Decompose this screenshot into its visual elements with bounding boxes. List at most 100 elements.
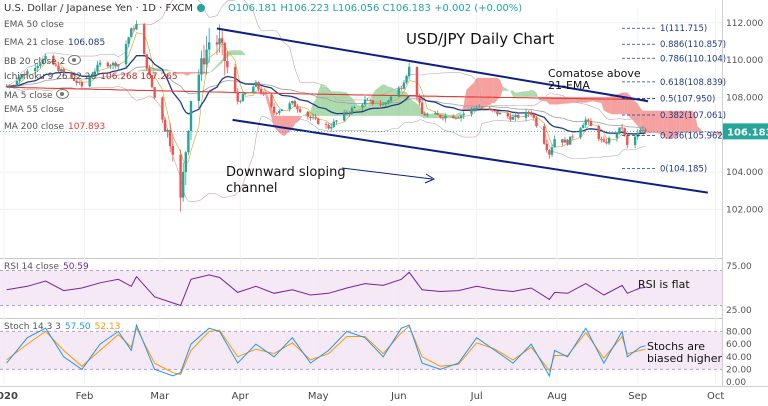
candle-body [171, 146, 175, 155]
candle [98, 60, 102, 68]
ichimoku-cloud-segment [520, 91, 529, 97]
candle [166, 128, 169, 138]
candle-body [561, 139, 564, 143]
candle [202, 44, 206, 75]
candle [127, 36, 130, 48]
candle-body [20, 74, 24, 78]
candle [600, 136, 603, 143]
legend-ma5[interactable]: MA 5 close [4, 89, 69, 102]
candle [72, 77, 76, 82]
ichimoku-cloud-segment [624, 92, 628, 115]
legend-rsi[interactable]: RSI 14 close 50.59 [4, 262, 89, 272]
price-tick-label: 104.000 [726, 168, 763, 178]
candle [75, 78, 78, 86]
candle [20, 74, 24, 80]
candle [241, 91, 245, 102]
candle-body [75, 80, 78, 84]
ichimoku-cloud-segment [619, 92, 623, 115]
ichimoku-cloud-segment [531, 89, 534, 97]
candle-body [207, 42, 211, 50]
ichimoku-cloud-segment [609, 95, 612, 115]
candle [257, 81, 260, 92]
visibility-eye-icon[interactable] [68, 55, 82, 65]
stoch-tick-label: 0.00 [726, 378, 746, 388]
candle-body [111, 62, 115, 66]
candle-body [535, 117, 538, 127]
ichimoku-cloud-segment [139, 69, 147, 72]
candle-body [280, 109, 284, 112]
candle [426, 112, 429, 117]
ema50-line [6, 66, 646, 129]
candle-body [293, 101, 297, 107]
visibility-eye-icon[interactable] [55, 89, 69, 99]
ichimoku-cloud-segment [170, 70, 173, 72]
last-price-tag [723, 123, 768, 140]
candle-body [491, 109, 494, 111]
candle-body [361, 104, 364, 108]
candle-body [517, 114, 520, 118]
legend-stoch[interactable]: Stoch 14 3 3 57.50 52.13 [4, 322, 121, 332]
candle [371, 100, 374, 106]
candle [493, 110, 497, 113]
candle-body [498, 112, 502, 115]
candle [639, 127, 642, 133]
candle-body [218, 38, 221, 45]
candle [262, 91, 265, 97]
candle [106, 61, 110, 68]
legend-ma200[interactable]: MA 200 close 107.893 [4, 122, 106, 132]
candle-body [98, 62, 102, 65]
symbol-title[interactable]: U.S. Dollar / Japanese Yen · 1D · FXCM [4, 3, 206, 15]
candle [233, 63, 237, 94]
candle-body [330, 126, 333, 129]
candle-body [571, 136, 574, 138]
candle-body [620, 127, 624, 129]
channel-annotation: channel [226, 181, 277, 196]
legend-ema21[interactable]: EMA 21 close 106.085 [4, 38, 106, 48]
candle [117, 63, 120, 71]
candle [96, 60, 99, 76]
candle [470, 107, 473, 117]
comatose-annotation: Comatose above [548, 67, 641, 80]
candle-body [124, 44, 128, 65]
ichimoku-cloud-segment [546, 96, 550, 105]
last-price-label: 106.183 [727, 127, 768, 138]
rsi-value: 50.59 [62, 262, 89, 272]
candle [78, 80, 81, 85]
ichimoku-cloud-segment [461, 104, 464, 114]
candle-body [332, 121, 336, 127]
candle-body [545, 143, 548, 151]
ichimoku-cloud-segment [528, 89, 532, 97]
candle [644, 127, 647, 134]
legend-ema55[interactable]: EMA 55 close [4, 105, 64, 115]
candle-body [288, 103, 291, 110]
candle-body [397, 88, 400, 97]
legend-ema50[interactable]: EMA 50 close [4, 20, 64, 30]
time-tick-label: May [308, 391, 329, 402]
candle-body [93, 71, 97, 75]
candle-body [296, 106, 299, 110]
ichimoku-cloud-segment [622, 92, 625, 115]
channel-arrow-head [424, 173, 436, 184]
candle [280, 109, 284, 112]
ichimoku-cloud-segment [583, 96, 586, 103]
ichimoku-cloud-segment [183, 71, 186, 76]
symbol-name[interactable]: U.S. Dollar / Japanese Yen · 1D · FXCM [4, 3, 194, 14]
candle [226, 51, 229, 74]
candle [407, 62, 411, 80]
legend-bb[interactable]: BB 20 close 2 [4, 55, 82, 68]
channel-annotation: Downward sloping [226, 165, 346, 180]
fib-level-label: 0.618(108.839) [660, 78, 726, 88]
legend-ichimoku[interactable]: Ichimoku 9 26 52 26 106.268 107.265 [4, 72, 178, 82]
candle [41, 58, 45, 65]
candle-body [480, 107, 484, 109]
candle-body [62, 69, 65, 73]
ema21-value: 106.085 [67, 38, 106, 48]
candle [143, 23, 146, 55]
candle [472, 107, 476, 112]
candle-body [597, 125, 600, 140]
channel-line-upper [216, 27, 649, 103]
candle-body [509, 116, 512, 120]
candle-body [405, 75, 408, 83]
ichimoku-cloud-segment [715, 131, 719, 136]
candle-body [252, 86, 255, 94]
